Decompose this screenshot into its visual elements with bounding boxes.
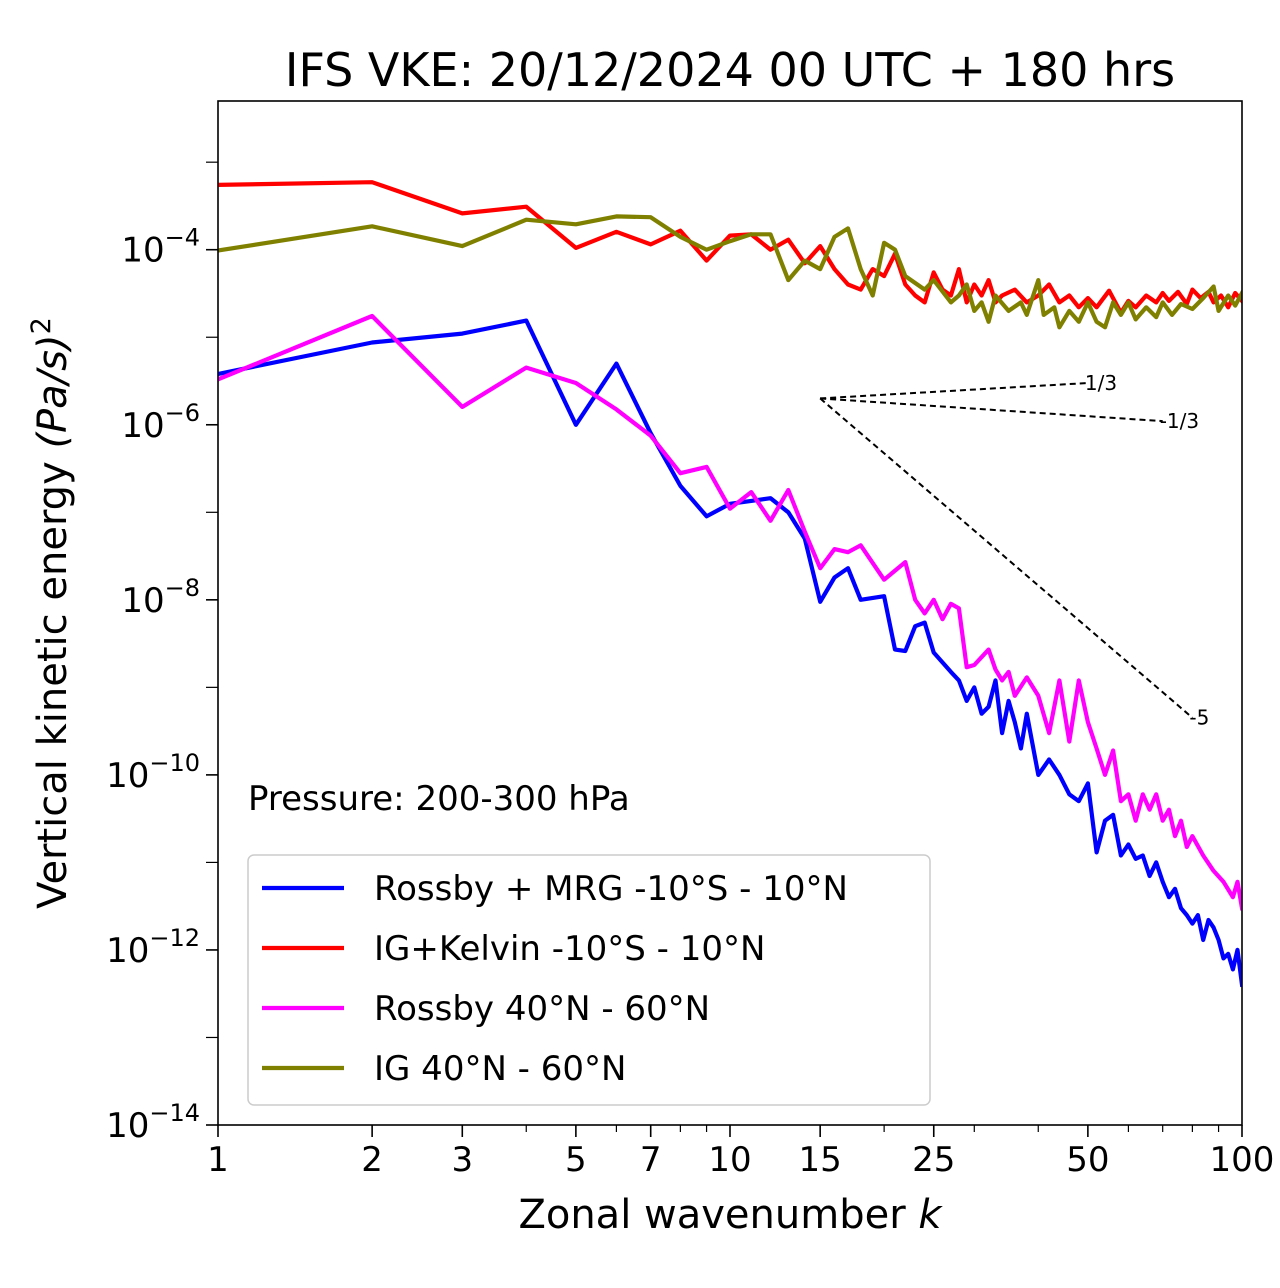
x-tick-label: 1: [207, 1140, 229, 1180]
y-axis-label-text: Vertical kinetic energy: [30, 461, 76, 909]
slope-line-1-over-3: [820, 382, 1088, 400]
x-tick-label: 25: [912, 1140, 955, 1180]
legend-item-rossby-mrg-10-s-10-n: Rossby + MRG -10°S - 10°N: [262, 869, 848, 909]
y-axis-label-unit: (Pa/s): [30, 334, 76, 448]
legend-label: Rossby 40°N - 60°N: [374, 989, 710, 1029]
x-axis-label: Zonal wavenumber k: [518, 1192, 943, 1238]
slope-lines: 1/3 -1/3 -5: [819, 371, 1209, 730]
pressure-annotation: Pressure: 200-300 hPa: [248, 779, 630, 819]
legend-item-ig-40-n-60-n: IG 40°N - 60°N: [262, 1049, 626, 1089]
x-axis-label-var: k: [918, 1192, 943, 1238]
y-tick-label: 10−4: [121, 224, 200, 271]
slope-line-neg-1-over-3-label: -1/3: [1160, 409, 1199, 433]
legend-label: IG 40°N - 60°N: [374, 1049, 626, 1089]
y-tick-label: 10−14: [106, 1099, 200, 1146]
legend-label: Rossby + MRG -10°S - 10°N: [374, 869, 848, 909]
legend-item-ig-kelvin-10-s-10-n: IG+Kelvin -10°S - 10°N: [262, 929, 765, 969]
series-line-rossby-mrg-10-s-10-n: [218, 318, 1242, 988]
x-tick-label: 2: [361, 1140, 383, 1180]
y-axis: 10−14 10−12 10−10 10−8 10−6 10−4: [106, 161, 218, 1146]
x-tick-label: 15: [799, 1140, 842, 1180]
y-axis-label-exp: 2: [26, 317, 57, 334]
x-tick-label: 10: [708, 1140, 751, 1180]
x-tick-label: 5: [565, 1140, 587, 1180]
legend-frame: [247, 854, 931, 1106]
series-layer: [218, 180, 1242, 988]
slope-line-neg-1-over-3: [820, 397, 1163, 423]
legend: Rossby + MRG -10°S - 10°N IG+Kelvin -10°S…: [247, 854, 931, 1106]
slope-line-neg-5: [819, 397, 1194, 719]
y-tick-label: 10−6: [121, 399, 200, 446]
plot-area: 1/3 -1/3 -5: [217, 100, 1243, 1126]
legend-label: IG+Kelvin -10°S - 10°N: [374, 929, 765, 969]
x-tick-label: 50: [1066, 1140, 1109, 1180]
chart-title: IFS VKE: 20/12/2024 00 UTC + 180 hrs: [285, 43, 1175, 97]
slope-line-neg-5-label: -5: [1189, 706, 1209, 730]
slope-line-1-over-3-label: 1/3: [1085, 371, 1117, 395]
y-tick-label: 10−8: [121, 574, 200, 621]
x-axis-label-text: Zonal wavenumber: [518, 1192, 906, 1238]
series-line-rossby-40-n-60-n: [218, 313, 1242, 911]
x-tick-label: 7: [640, 1140, 662, 1180]
x-axis: 1 2 3 5 7 10 15 25 50 100: [207, 1125, 1274, 1180]
y-axis-label: Vertical kinetic energy (Pa/s)2: [26, 317, 76, 909]
legend-item-rossby-40-n-60-n: Rossby 40°N - 60°N: [262, 989, 710, 1029]
series-line-ig-kelvin-10-s-10-n: [218, 180, 1242, 315]
y-tick-label: 10−12: [106, 924, 200, 971]
x-tick-label: 3: [451, 1140, 473, 1180]
y-tick-label: 10−10: [106, 749, 200, 796]
series-line-ig-40-n-60-n: [218, 214, 1242, 330]
x-tick-label: 100: [1210, 1140, 1275, 1180]
